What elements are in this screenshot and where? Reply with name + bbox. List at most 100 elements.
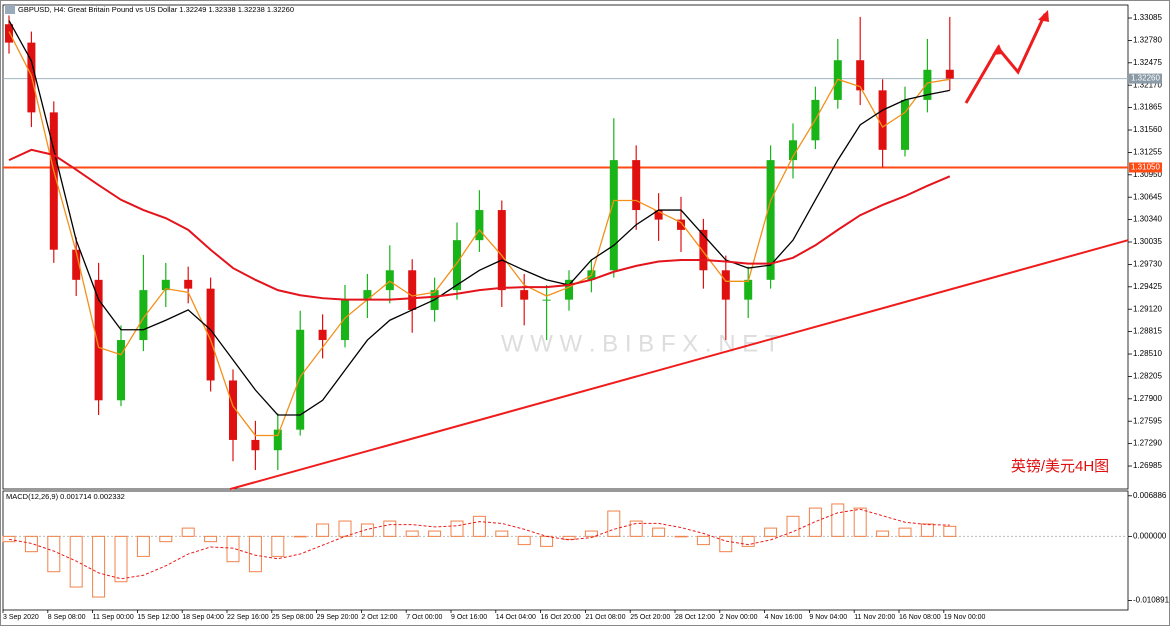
x-tick-label: 25 Sep 08:00 bbox=[272, 614, 314, 621]
level-label: 1.31050 bbox=[1131, 163, 1160, 172]
x-tick-label: 7 Oct 00:00 bbox=[406, 614, 442, 621]
y-tick-label: 1.28815 bbox=[1133, 327, 1162, 336]
candle-body bbox=[677, 219, 685, 230]
macd-bar bbox=[92, 535, 106, 598]
x-tick-label: 11 Nov 20:00 bbox=[854, 614, 895, 621]
candle-body bbox=[565, 279, 573, 300]
macd-bar bbox=[562, 535, 576, 540]
macd-bar bbox=[853, 507, 867, 537]
macd-bar bbox=[741, 535, 755, 547]
y-tick-label: 1.30645 bbox=[1133, 192, 1162, 201]
y-tick-label: 1.31255 bbox=[1133, 148, 1162, 157]
macd-bar bbox=[696, 535, 710, 546]
macd-panel bbox=[2, 490, 1129, 611]
macd-bar bbox=[69, 535, 83, 588]
signal-line bbox=[8, 508, 950, 580]
candle-body bbox=[856, 60, 865, 91]
candle-body bbox=[609, 160, 618, 271]
window-title: GBPUSD, H4: Great Britain Pound vs US Do… bbox=[18, 5, 294, 14]
x-tick-label: 2 Oct 12:00 bbox=[361, 614, 397, 621]
x-tick-label: 22 Sep 16:00 bbox=[227, 614, 269, 621]
x-tick-label: 11 Sep 00:00 bbox=[93, 614, 134, 621]
macd-bar bbox=[136, 535, 150, 557]
x-tick-label: 28 Oct 12:00 bbox=[675, 614, 715, 621]
y-tick-label: 1.26985 bbox=[1133, 461, 1162, 470]
candle-body bbox=[923, 69, 932, 100]
macd-bar bbox=[271, 535, 285, 557]
candle-body bbox=[72, 249, 81, 280]
candle-body bbox=[901, 99, 909, 150]
macd-bar bbox=[808, 507, 822, 537]
candle-body bbox=[766, 160, 775, 280]
price-label: 1.32260 bbox=[1131, 74, 1160, 83]
macd-bar bbox=[248, 535, 262, 573]
candle-body bbox=[184, 279, 193, 289]
candle-body bbox=[49, 112, 58, 250]
y-tick-label: 1.30340 bbox=[1133, 215, 1162, 224]
macd-bar bbox=[607, 510, 621, 537]
forecast-arrow bbox=[964, 13, 1047, 104]
x-tick-label: 9 Oct 16:00 bbox=[451, 614, 487, 621]
candle-body bbox=[296, 329, 305, 430]
macd-bar bbox=[405, 530, 419, 537]
macd-bar bbox=[204, 535, 218, 543]
candle-body bbox=[632, 160, 641, 211]
macd-bar bbox=[181, 527, 195, 537]
y-tick-label: 1.29425 bbox=[1133, 282, 1162, 291]
x-tick-label: 8 Sep 08:00 bbox=[48, 614, 86, 621]
macd-bar bbox=[943, 525, 957, 537]
x-tick-label: 21 Oct 08:00 bbox=[585, 614, 625, 621]
y-tick-label: 1.33085 bbox=[1133, 13, 1162, 22]
symbol-icon bbox=[5, 5, 15, 14]
candle-body bbox=[318, 329, 327, 341]
macd-bar bbox=[517, 535, 531, 546]
x-tick-label: 2 Nov 00:00 bbox=[720, 614, 758, 621]
macd-bar bbox=[2, 535, 16, 543]
y-tick-label: 1.31865 bbox=[1133, 103, 1162, 112]
x-tick-label: 16 Nov 08:00 bbox=[899, 614, 941, 621]
candle-body bbox=[453, 240, 461, 291]
moving-average bbox=[8, 148, 951, 301]
candle-body bbox=[139, 290, 148, 341]
macd-bar bbox=[876, 530, 890, 537]
y-tick-label: 0.000000 bbox=[1133, 531, 1167, 540]
x-tick-label: 29 Sep 20:00 bbox=[317, 614, 359, 621]
y-tick-label: 1.28205 bbox=[1133, 372, 1162, 381]
macd-bar bbox=[159, 535, 173, 543]
y-tick-label: 0.006886 bbox=[1133, 491, 1167, 500]
macd-bar bbox=[360, 523, 374, 537]
x-tick-label: 16 Oct 20:00 bbox=[541, 614, 581, 621]
candle-body bbox=[341, 299, 349, 341]
macd-bar bbox=[786, 515, 800, 537]
candle-body bbox=[945, 69, 954, 79]
candle-body bbox=[273, 429, 282, 451]
candle-body bbox=[5, 24, 13, 43]
candle-body bbox=[699, 229, 708, 271]
x-tick-label: 9 Nov 04:00 bbox=[809, 614, 847, 621]
macd-bar bbox=[47, 535, 61, 573]
x-tick-label: 14 Oct 04:00 bbox=[496, 614, 536, 621]
moving-average bbox=[8, 20, 950, 416]
macd-bar bbox=[428, 530, 442, 537]
macd-bar bbox=[114, 535, 128, 583]
annotation: 英镑/美元4H图 bbox=[1011, 457, 1109, 475]
x-tick-label: 4 Nov 16:00 bbox=[765, 614, 803, 621]
candle-body bbox=[721, 270, 730, 300]
moving-average bbox=[8, 31, 950, 437]
y-tick-label: 1.32170 bbox=[1133, 80, 1162, 89]
y-tick-label: 1.32780 bbox=[1133, 36, 1162, 45]
macd-bar bbox=[495, 530, 509, 537]
y-tick-label: 1.29120 bbox=[1133, 304, 1162, 313]
macd-bar bbox=[831, 503, 845, 537]
macd-bar bbox=[293, 535, 307, 538]
price-tag bbox=[1129, 73, 1162, 84]
macd-bar bbox=[316, 523, 330, 537]
macd-bar bbox=[629, 520, 643, 537]
candle-body bbox=[206, 288, 215, 381]
x-tick-label: 18 Sep 04:00 bbox=[182, 614, 224, 621]
candle-body bbox=[520, 290, 529, 300]
y-tick-label: 1.32475 bbox=[1133, 58, 1162, 67]
macd-bar bbox=[450, 520, 464, 537]
